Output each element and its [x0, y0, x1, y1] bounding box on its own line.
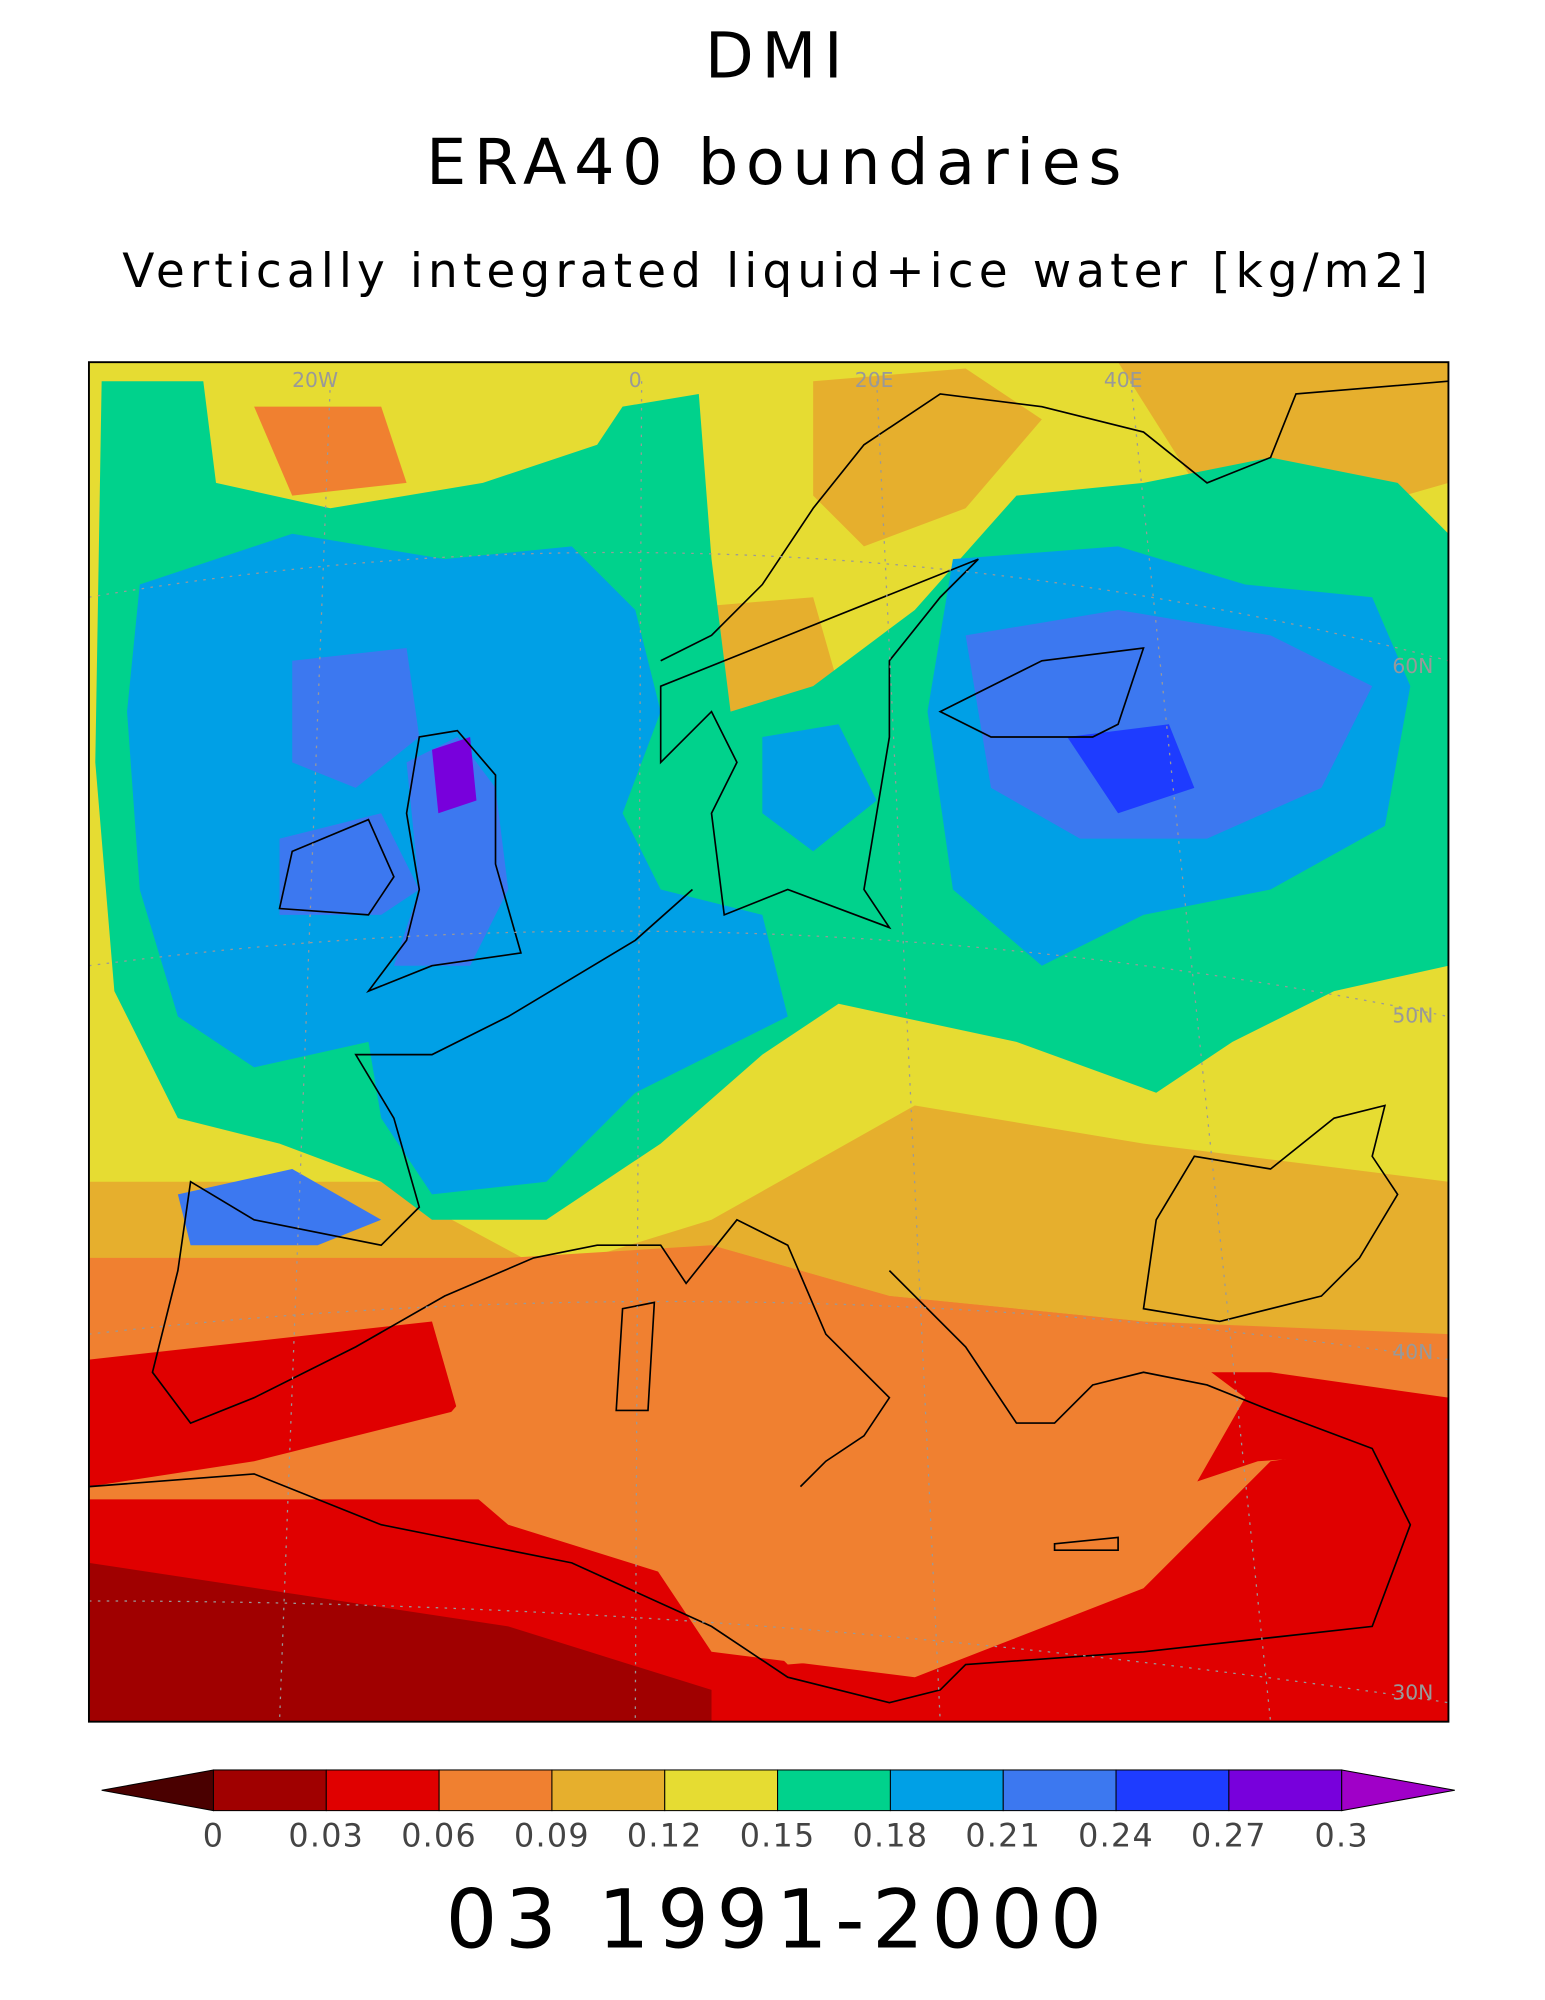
- map-labels: 20W 0 20E 40E 60N 50N 40N 30N: [292, 368, 1433, 1704]
- lat-label: 60N: [1392, 654, 1433, 678]
- colorbar-tick-label: 0.15: [740, 1818, 816, 1854]
- colorbar-tick-label: 0.21: [965, 1818, 1041, 1854]
- title: DMI: [705, 18, 850, 92]
- colorbar-tick-label: 0.06: [401, 1818, 477, 1854]
- lon-label: 20W: [292, 368, 338, 392]
- colorbar-bin: [1002, 1769, 1117, 1812]
- colorbar-bin: [1228, 1769, 1343, 1812]
- colorbar: 0 0.03 0.06 0.09 0.12 0.15 0.18 0.21 0.24 0.27 0.3: [101, 1769, 1455, 1854]
- colorbar-under: [101, 1769, 214, 1812]
- lat-label: 30N: [1392, 1681, 1433, 1705]
- colorbar-bin: [889, 1769, 1004, 1812]
- colorbar-tick-label: 0.27: [1191, 1818, 1267, 1854]
- colorbar-bin: [664, 1769, 779, 1812]
- colorbar-tick-label: 0.09: [514, 1818, 590, 1854]
- colorbar-bin: [325, 1769, 440, 1812]
- colorbar-over: [1341, 1769, 1455, 1812]
- map-frame: [87, 361, 1450, 1723]
- lat-label: 50N: [1392, 1004, 1433, 1028]
- colorbar-bin: [438, 1769, 553, 1812]
- colorbar-bin: [777, 1769, 891, 1812]
- colorbar-bin: [212, 1769, 327, 1812]
- footer: 03 1991-2000: [446, 1873, 1110, 1967]
- lon-label: 0: [629, 368, 642, 392]
- subtitle: ERA40 boundaries: [426, 125, 1129, 199]
- variable-title: Vertically integrated liquid+ice water […: [122, 244, 1433, 299]
- map-field: [88, 362, 1449, 1722]
- lon-label: 40E: [1104, 368, 1143, 392]
- lon-label: 20E: [855, 368, 894, 392]
- colorbar-bin: [551, 1769, 666, 1812]
- colorbar-bin: [1115, 1769, 1230, 1812]
- colorbar-tick-label: 0.12: [627, 1818, 703, 1854]
- lat-label: 40N: [1392, 1340, 1433, 1364]
- colorbar-tick-label: 0.18: [853, 1818, 929, 1854]
- colorbar-tick-label: 0.03: [288, 1818, 364, 1854]
- colorbar-tick-label: 0: [203, 1818, 224, 1854]
- colorbar-tick-label: 0.24: [1078, 1818, 1154, 1854]
- colorbar-tick-label: 0.3: [1315, 1818, 1369, 1854]
